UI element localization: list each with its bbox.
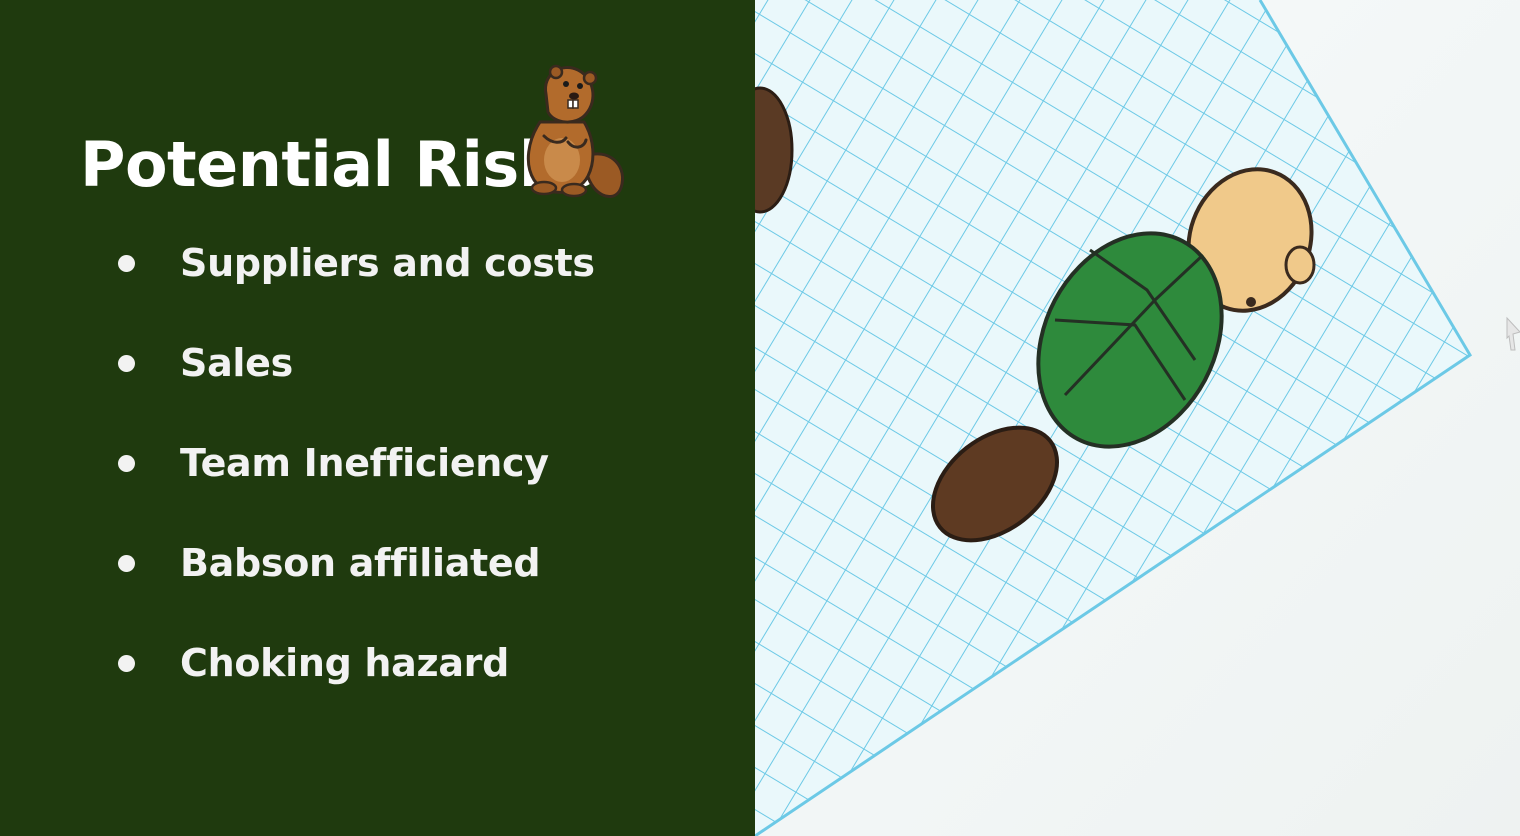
list-item: Sales	[118, 334, 595, 434]
list-item: Team Inefficiency	[118, 434, 595, 534]
list-item: Suppliers and costs	[118, 234, 595, 334]
turtle-on-grid-photo	[755, 0, 1520, 836]
bullet-text: Choking hazard	[180, 641, 510, 685]
bullet-dot-icon	[118, 455, 135, 472]
list-item: Babson affiliated	[118, 534, 595, 634]
left-panel: Potential Risks	[0, 0, 755, 836]
bullet-dot-icon	[118, 355, 135, 372]
bullet-dot-icon	[118, 255, 135, 272]
beaver-icon	[526, 64, 625, 198]
bullet-text: Suppliers and costs	[180, 241, 595, 285]
bullet-text: Team Inefficiency	[180, 441, 549, 485]
bullet-dot-icon	[118, 655, 135, 672]
list-item: Choking hazard	[118, 634, 595, 734]
bullet-text: Babson affiliated	[180, 541, 541, 585]
slide-title: Potential Risks	[80, 128, 596, 201]
bullet-text: Sales	[180, 341, 293, 385]
bullet-dot-icon	[118, 555, 135, 572]
bullet-list: Suppliers and costs Sales Team Inefficie…	[118, 234, 595, 734]
